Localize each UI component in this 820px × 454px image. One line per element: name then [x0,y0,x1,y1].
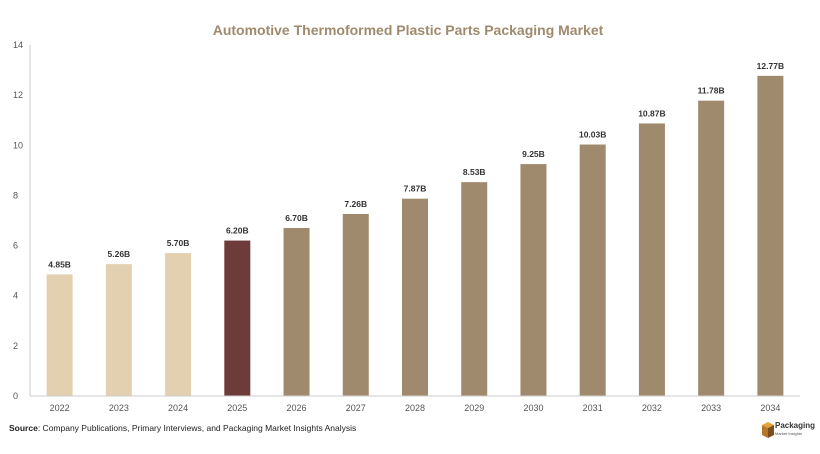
y-tick-label: 0 [13,391,18,401]
x-axis: 2022 2023 2024 2025 2026 2027 2028 2029 2030 2031… [30,395,800,413]
bar-2033 [698,100,725,396]
x-tick-label: 2022 [50,403,70,413]
data-label-2029: 8.53B [463,167,486,177]
bar-2022 [46,274,73,396]
bar-2026 [283,228,310,396]
data-label-2025: 6.20B [226,226,249,236]
data-label-2026: 6.70B [285,213,308,223]
y-tick-label: 6 [13,241,18,251]
bar-2031 [579,144,606,396]
x-tick-label: 2026 [287,403,307,413]
logo-name: Packaging [775,421,816,430]
chart-title: Automotive Thermoformed Plastic Parts Pa… [213,22,604,38]
bars: 4.85B 5.26B 5.70B 6.20B 6.70B 7.26B 7.87B 8.53B… [46,61,784,396]
box-icon [762,422,774,438]
x-tick-label: 2032 [642,403,662,413]
bar-2034 [757,75,784,396]
bar-2023 [105,264,132,396]
logo-tagline: Market Insights [775,431,803,436]
bar-2032 [638,123,665,396]
data-label-2027: 7.26B [344,199,367,209]
x-tick-label: 2031 [583,403,603,413]
y-tick-label: 4 [13,291,18,301]
data-label-2034: 12.77B [757,61,784,71]
source-label: Source [9,423,38,433]
y-tick-label: 8 [13,190,18,200]
bar-2027 [342,213,369,396]
x-tick-label: 2023 [109,403,129,413]
brand-logo: Packaging Market Insights [762,421,818,439]
data-label-2022: 4.85B [48,259,71,269]
data-label-2028: 7.87B [404,184,427,194]
bar-2028 [402,198,428,396]
data-label-2032: 10.87B [638,108,665,118]
x-tick-label: 2025 [227,403,247,413]
data-label-2033: 11.78B [698,86,725,96]
y-tick-label: 2 [13,341,18,351]
data-label-2031: 10.03B [579,130,606,140]
y-axis: 0 2 4 6 8 10 12 14 [13,40,31,401]
bar-2029 [461,182,488,396]
x-tick-label: 2024 [168,403,188,413]
x-tick-label: 2030 [523,403,543,413]
bar-2025 [224,240,251,396]
y-tick-label: 10 [13,140,23,150]
data-label-2030: 9.25B [522,149,545,159]
bar-2030 [520,164,547,396]
x-tick-label: 2029 [464,403,484,413]
x-tick-label: 2034 [760,403,780,413]
source-note: Source: Company Publications, Primary In… [9,423,356,433]
x-tick-label: 2027 [346,403,366,413]
source-text: : Company Publications, Primary Intervie… [37,423,357,433]
bar-2024 [165,253,192,396]
x-tick-label: 2033 [701,403,721,413]
x-tick-label: 2028 [405,403,425,413]
data-label-2024: 5.70B [167,238,190,248]
y-tick-label: 14 [13,40,23,50]
y-tick-label: 12 [13,90,23,100]
data-label-2023: 5.26B [108,249,131,259]
